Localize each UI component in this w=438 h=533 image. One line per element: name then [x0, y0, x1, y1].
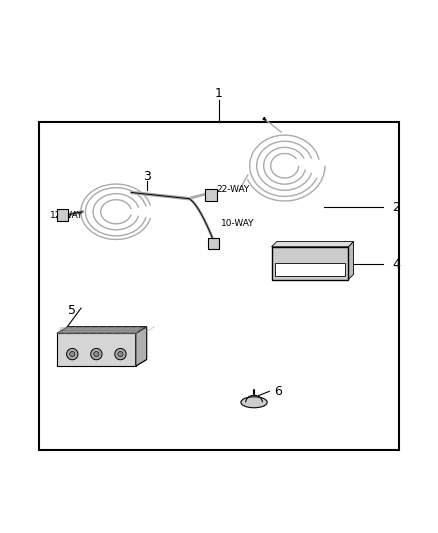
Text: 6: 6	[274, 385, 282, 398]
Bar	[57, 209, 68, 221]
Bar	[39, 122, 399, 450]
Circle shape	[94, 351, 99, 357]
Text: 5: 5	[68, 304, 76, 317]
Circle shape	[67, 349, 78, 360]
Bar	[208, 238, 219, 249]
Bar	[275, 263, 345, 276]
Polygon shape	[57, 359, 147, 366]
Bar	[205, 189, 217, 201]
Polygon shape	[57, 333, 136, 366]
Polygon shape	[57, 327, 147, 333]
Bar	[272, 247, 348, 280]
Circle shape	[115, 349, 126, 360]
Polygon shape	[348, 241, 353, 280]
Text: 4: 4	[392, 258, 400, 271]
Circle shape	[118, 351, 123, 357]
Text: 2: 2	[392, 201, 400, 214]
Polygon shape	[272, 241, 353, 247]
Polygon shape	[136, 327, 147, 366]
Text: 10-WAY: 10-WAY	[221, 219, 254, 228]
Ellipse shape	[241, 397, 267, 408]
Text: 12-WAY: 12-WAY	[50, 211, 84, 220]
Text: 3: 3	[143, 170, 151, 183]
Text: 1: 1	[215, 87, 223, 100]
Circle shape	[91, 349, 102, 360]
Text: 22-WAY: 22-WAY	[217, 185, 250, 195]
Circle shape	[70, 351, 75, 357]
